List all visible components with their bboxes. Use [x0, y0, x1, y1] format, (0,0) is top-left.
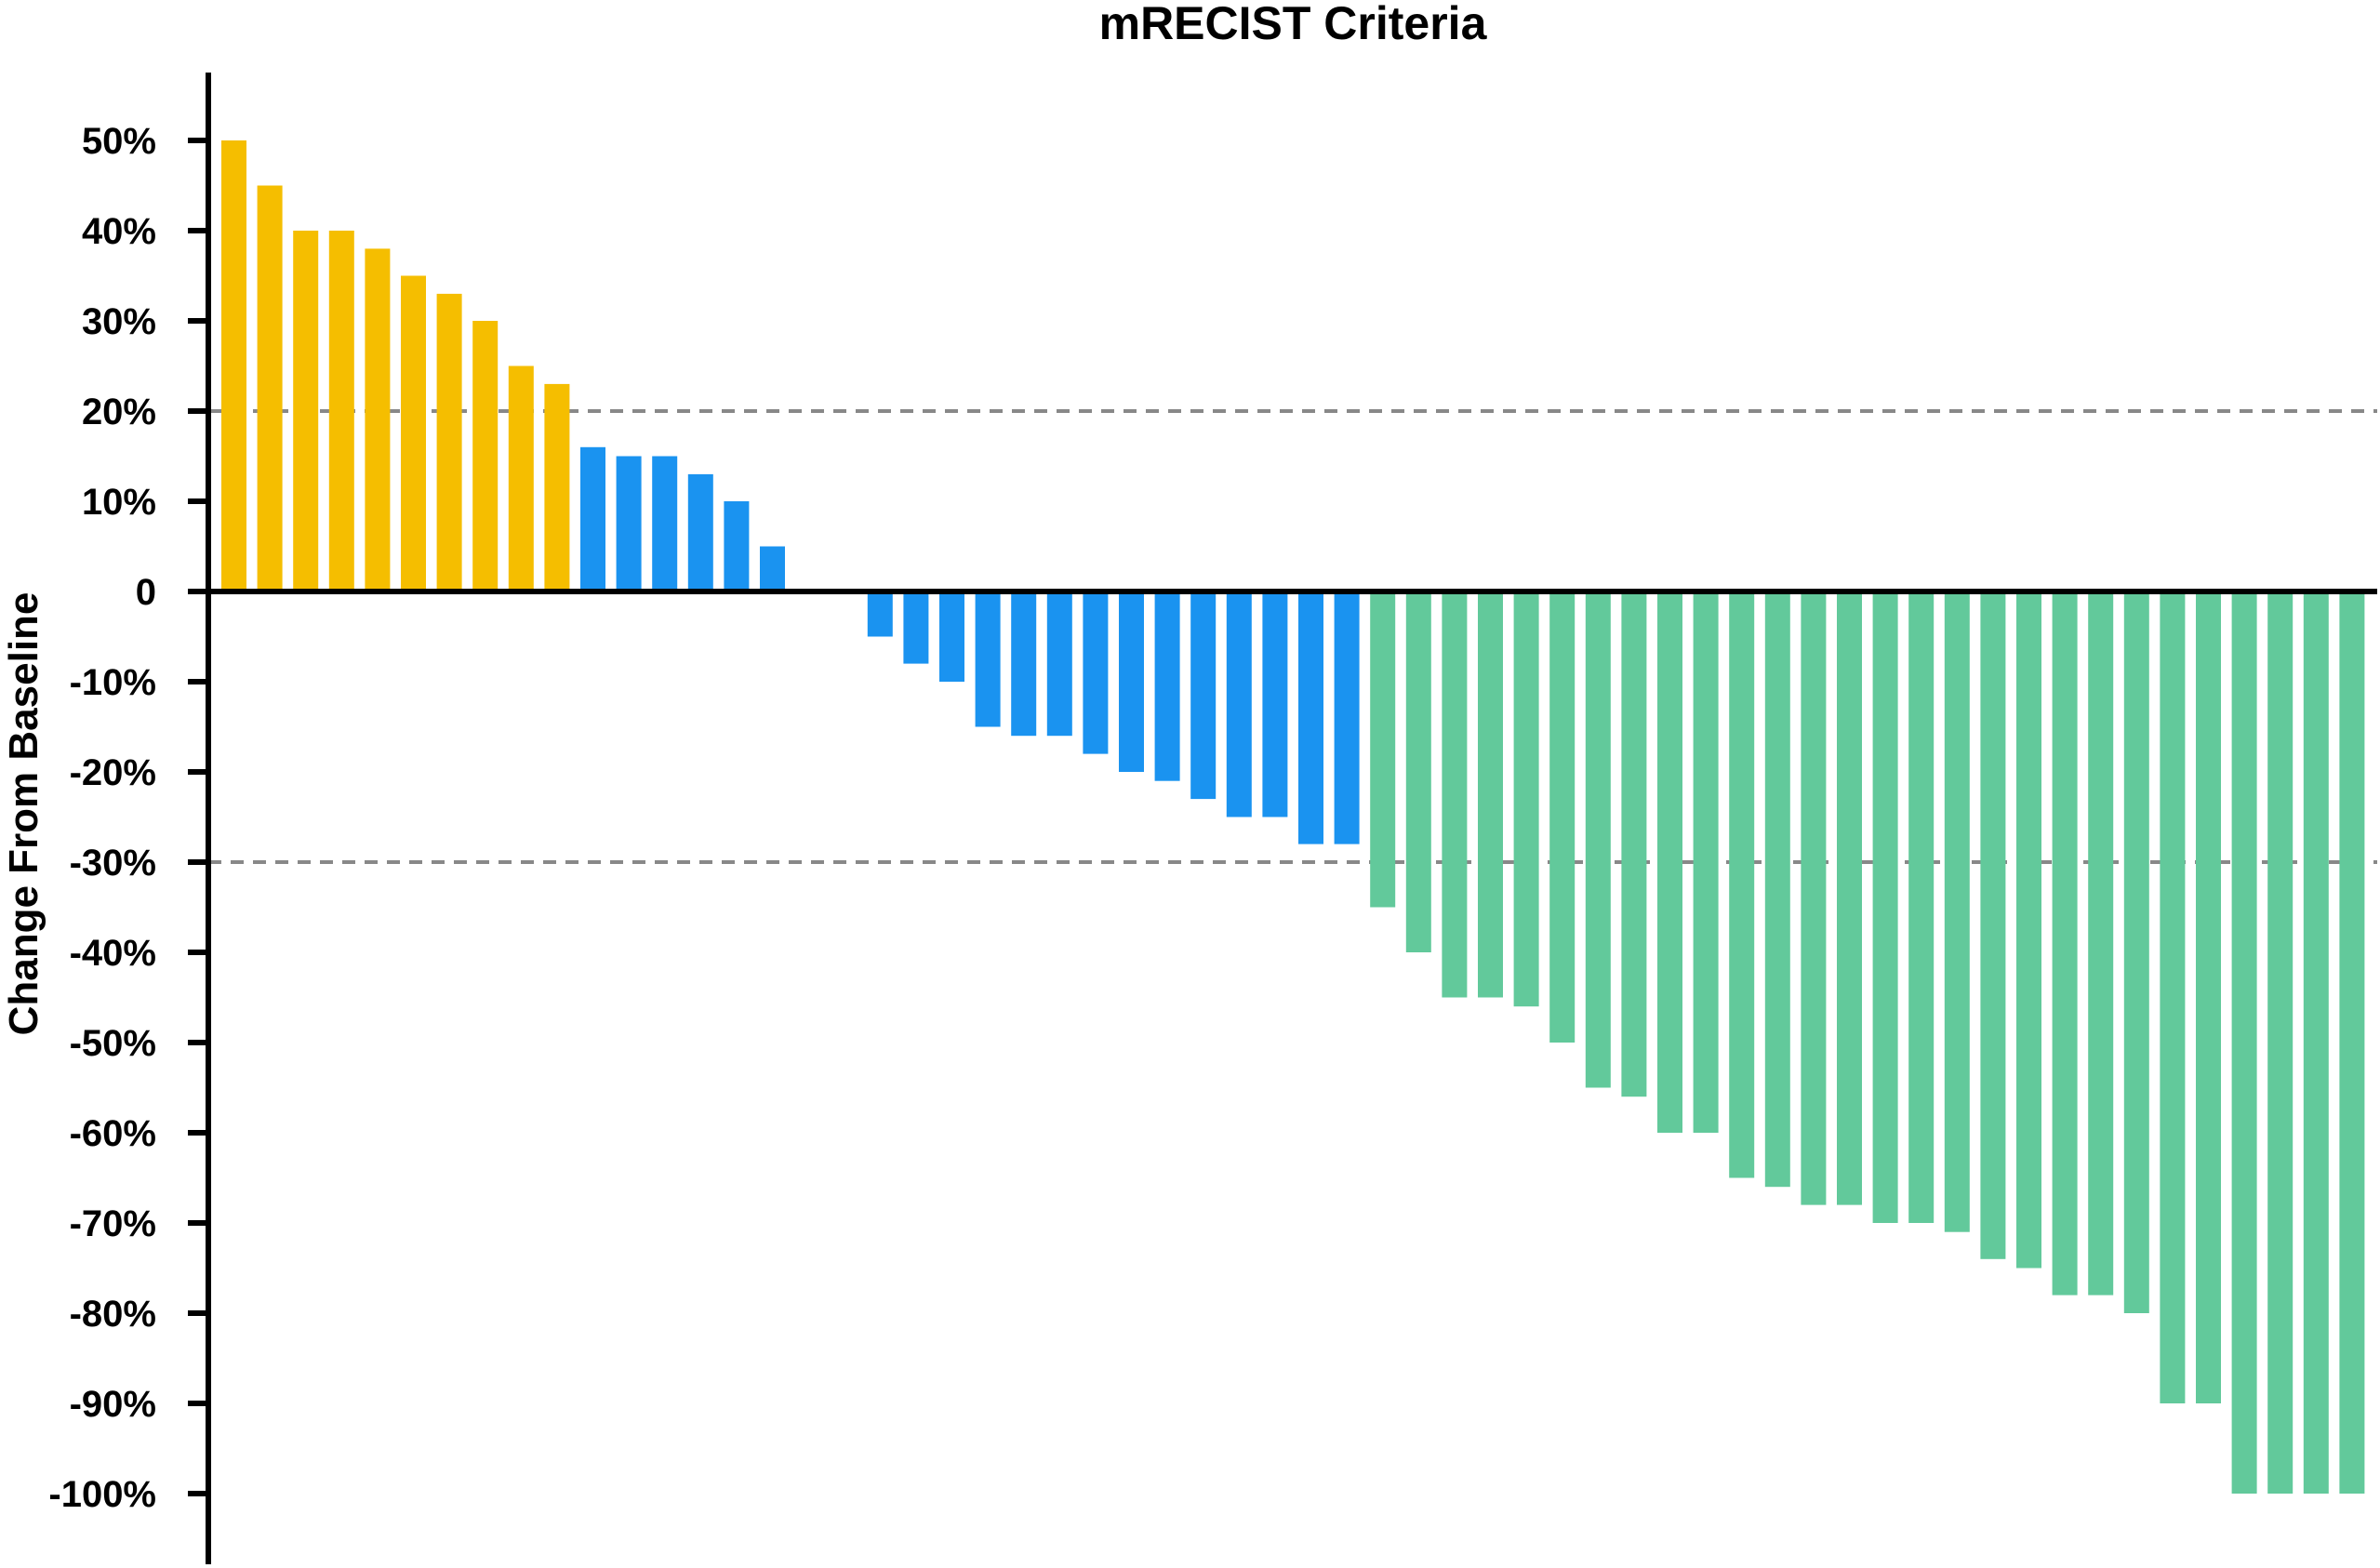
bar [1585, 591, 1611, 1088]
bar [2088, 591, 2114, 1296]
bar [1657, 591, 1682, 1133]
bar [1944, 591, 1970, 1232]
bar [293, 231, 319, 591]
bar [1298, 591, 1323, 844]
bar [652, 456, 678, 591]
y-tick-label: -20% [70, 752, 156, 793]
bar [975, 591, 1001, 727]
bar [580, 446, 605, 591]
bar [365, 248, 391, 591]
reference-lines [208, 409, 2377, 864]
bar [221, 140, 246, 591]
y-tick-label: -40% [70, 933, 156, 974]
bar [1837, 591, 1862, 1205]
bar [760, 546, 785, 591]
y-tick-label: 50% [82, 121, 156, 162]
bar [1549, 591, 1576, 1043]
y-axis-ticks: 50% 40% 30% 20% 10% 0 -10% -20% -30% -40% -50% -60%… [48, 121, 208, 1515]
bar [1908, 591, 1935, 1223]
bar [1513, 591, 1539, 1007]
bar [2160, 591, 2186, 1403]
bar [2016, 591, 2041, 1269]
y-tick-label: 40% [82, 211, 156, 252]
bar [1405, 591, 1431, 952]
bar [1119, 591, 1144, 772]
bar [2123, 591, 2149, 1313]
bar [1154, 591, 1180, 781]
y-tick-label: -100% [48, 1474, 156, 1515]
bar [1370, 591, 1396, 908]
bar [1729, 591, 1755, 1178]
y-tick-label: -10% [70, 662, 156, 703]
y-tick-label: -80% [70, 1294, 156, 1335]
bar [1011, 591, 1037, 737]
chart-title: mRECIST Criteria [1099, 0, 1488, 49]
bar [2231, 591, 2257, 1494]
bar [2052, 591, 2078, 1296]
bar [1083, 591, 1109, 754]
bars [221, 140, 2365, 1494]
bar [508, 365, 534, 591]
y-tick-label: 0 [136, 572, 156, 613]
bar [616, 456, 642, 591]
bar [401, 275, 426, 591]
bar [1621, 591, 1647, 1097]
y-tick-label: 20% [82, 392, 156, 432]
bar [2339, 591, 2365, 1494]
bar [1478, 591, 1503, 998]
bar [1980, 591, 2006, 1259]
bar [939, 591, 964, 682]
bar [903, 591, 929, 664]
y-tick-label: -30% [70, 843, 156, 884]
bar [724, 501, 750, 591]
bar [1872, 591, 1898, 1223]
bar [1801, 591, 1827, 1205]
y-tick-label: -50% [70, 1023, 156, 1064]
bar [544, 383, 570, 591]
y-tick-label: 30% [82, 301, 156, 342]
bar [867, 591, 893, 637]
bar [436, 293, 462, 591]
bar [1442, 591, 1468, 998]
bar [328, 231, 354, 591]
bar [1046, 591, 1072, 737]
bar [257, 185, 283, 591]
bar [1764, 591, 1790, 1188]
bar [1226, 591, 1252, 817]
bar [1334, 591, 1360, 844]
bar [472, 321, 499, 591]
bar [1190, 591, 1217, 800]
bar [1693, 591, 1719, 1133]
bar [2303, 591, 2329, 1494]
y-tick-label: -60% [70, 1113, 156, 1154]
bar [2196, 591, 2221, 1403]
y-axis-label: Change From Baseline [1, 592, 47, 1036]
y-tick-label: -90% [70, 1384, 156, 1425]
y-tick-label: -70% [70, 1203, 156, 1244]
bar [2267, 591, 2294, 1494]
bar [1262, 591, 1288, 817]
bar [687, 473, 713, 591]
y-tick-label: 10% [82, 482, 156, 523]
